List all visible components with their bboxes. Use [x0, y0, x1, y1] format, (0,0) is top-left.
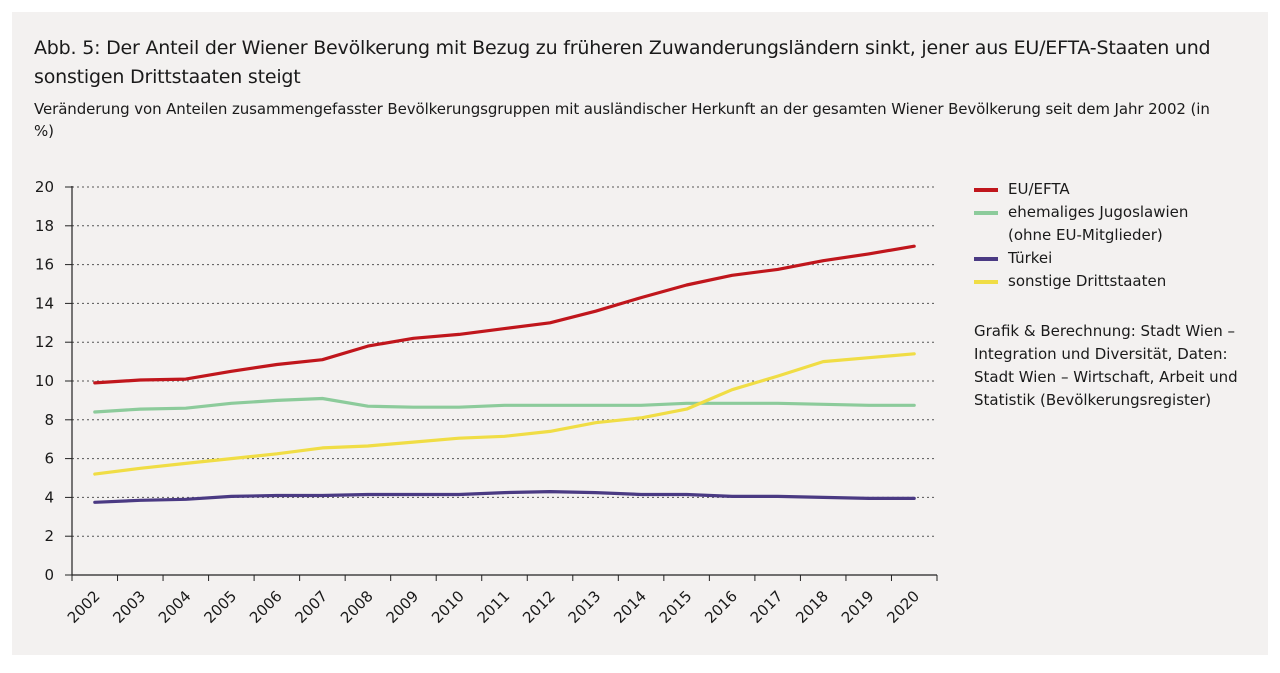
chart-title: Abb. 5: Der Anteil der Wiener Bevölkerun…: [34, 37, 1211, 88]
legend-item-ehemaliges-jugoslawien: ehemaliges Jugoslawien (ohne EU-Mitglied…: [974, 201, 1264, 247]
x-tick-label: 2005: [200, 587, 240, 627]
legend-label-sonstige-drittstaaten: sonstige Drittstaaten: [1008, 272, 1167, 290]
x-tick-label: 2019: [838, 587, 878, 627]
legend: EU/EFTA ehemaliges Jugoslawien (ohne EU-…: [974, 178, 1264, 293]
x-tick-label: 2004: [155, 587, 195, 627]
x-tick-label: 2002: [64, 587, 104, 627]
y-tick-label: 18: [35, 217, 54, 235]
x-tick-label: 2018: [792, 587, 832, 627]
y-tick-label: 12: [35, 333, 54, 351]
y-tick-label: 6: [44, 450, 54, 468]
x-tick-label: 2009: [383, 587, 423, 627]
series-line-ehemaliges-jugoslawien: [93, 396, 916, 414]
legend-label-ehemaliges-jugoslawien-line2: (ohne EU-Mitglieder): [1008, 226, 1163, 244]
legend-item-sonstige-drittstaaten: sonstige Drittstaaten: [974, 270, 1264, 293]
y-tick-label: 2: [44, 527, 54, 545]
x-tick-label: 2010: [428, 587, 468, 627]
x-tick-label: 2020: [883, 587, 923, 627]
series-line-türkei: [93, 490, 916, 504]
x-tick-label: 2015: [656, 587, 696, 627]
series-line-eu-efta: [93, 244, 916, 385]
x-tick-label: 2008: [337, 587, 377, 627]
legend-label-ehemaliges-jugoslawien: ehemaliges Jugoslawien: [1008, 203, 1189, 221]
chart-panel: Abb. 5: Der Anteil der Wiener Bevölkerun…: [12, 12, 1268, 655]
x-tick-label: 2003: [109, 587, 149, 627]
legend-label-tuerkei: Türkei: [1008, 249, 1053, 267]
x-tick-label: 2013: [565, 587, 605, 627]
x-tick-label: 2017: [747, 587, 787, 627]
legend-item-eu-efta: EU/EFTA: [974, 178, 1264, 201]
y-tick-label: 0: [44, 566, 54, 584]
legend-swatch-eu-efta: [974, 188, 998, 192]
y-tick-label: 8: [44, 411, 54, 429]
legend-item-tuerkei: Türkei: [974, 247, 1264, 270]
chart-subtitle: Veränderung von Anteilen zusammengefasst…: [34, 100, 1210, 140]
y-tick-label: 16: [35, 256, 54, 274]
x-tick-label: 2014: [610, 587, 650, 627]
legend-swatch-tuerkei: [974, 257, 998, 261]
y-tick-label: 14: [35, 294, 54, 312]
y-tick-label: 20: [35, 178, 54, 196]
y-tick-label: 10: [35, 372, 54, 390]
legend-label-eu-efta: EU/EFTA: [1008, 180, 1070, 198]
y-tick-label: 4: [44, 488, 54, 506]
source-note: Grafik & Berechnung: Stadt Wien – Integr…: [974, 322, 1238, 409]
series-line-sonstige-drittstaaten: [93, 352, 916, 476]
x-tick-label: 2011: [474, 587, 514, 627]
x-tick-label: 2006: [246, 587, 286, 627]
x-tick-label: 2007: [291, 587, 331, 627]
legend-swatch-ehemaliges-jugoslawien: [974, 211, 998, 215]
x-tick-label: 2012: [519, 587, 559, 627]
x-tick-label: 2016: [701, 587, 741, 627]
legend-swatch-sonstige-drittstaaten: [974, 280, 998, 284]
